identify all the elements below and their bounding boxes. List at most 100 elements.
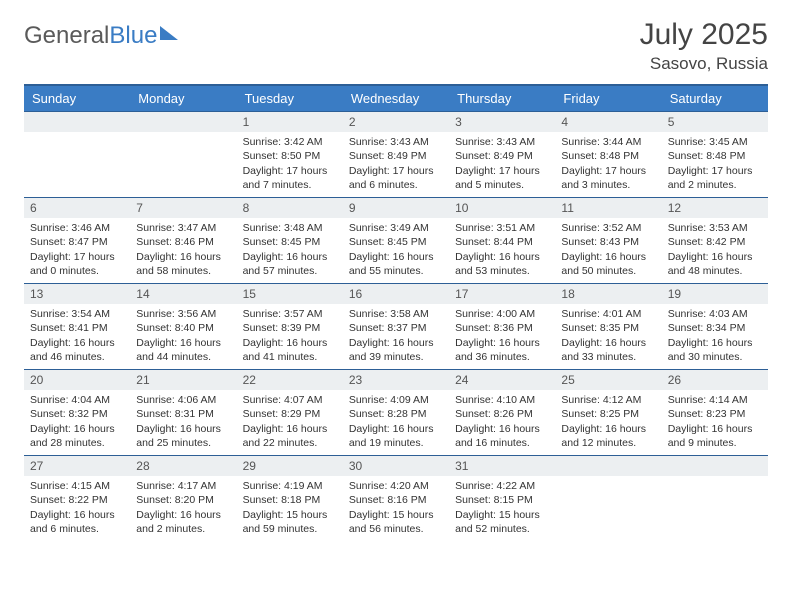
calendar-day-cell: 11Sunrise: 3:52 AMSunset: 8:43 PMDayligh… [555, 197, 661, 283]
day-number: 3 [449, 111, 555, 132]
calendar-day-cell: 9Sunrise: 3:49 AMSunset: 8:45 PMDaylight… [343, 197, 449, 283]
daylight-text: Daylight: 16 hours and 6 minutes. [30, 508, 124, 536]
day-details: Sunrise: 3:45 AMSunset: 8:48 PMDaylight:… [662, 132, 768, 196]
calendar-week-row: 1Sunrise: 3:42 AMSunset: 8:50 PMDaylight… [24, 111, 768, 197]
sunrise-text: Sunrise: 4:04 AM [30, 393, 124, 407]
day-details: Sunrise: 3:43 AMSunset: 8:49 PMDaylight:… [343, 132, 449, 196]
sunrise-text: Sunrise: 4:14 AM [668, 393, 762, 407]
calendar-day-cell [130, 111, 236, 197]
sunrise-text: Sunrise: 3:42 AM [243, 135, 337, 149]
daylight-text: Daylight: 16 hours and 55 minutes. [349, 250, 443, 278]
sunset-text: Sunset: 8:32 PM [30, 407, 124, 421]
day-details: Sunrise: 4:22 AMSunset: 8:15 PMDaylight:… [449, 476, 555, 540]
sunrise-text: Sunrise: 4:03 AM [668, 307, 762, 321]
daylight-text: Daylight: 17 hours and 3 minutes. [561, 164, 655, 192]
day-number: 9 [343, 197, 449, 218]
logo: GeneralBlue [24, 18, 178, 50]
day-number: 21 [130, 369, 236, 390]
day-details: Sunrise: 3:49 AMSunset: 8:45 PMDaylight:… [343, 218, 449, 282]
day-number: 19 [662, 283, 768, 304]
day-details: Sunrise: 4:04 AMSunset: 8:32 PMDaylight:… [24, 390, 130, 454]
sunset-text: Sunset: 8:43 PM [561, 235, 655, 249]
sunrise-text: Sunrise: 3:49 AM [349, 221, 443, 235]
sunset-text: Sunset: 8:20 PM [136, 493, 230, 507]
sunrise-text: Sunrise: 4:20 AM [349, 479, 443, 493]
day-number: 11 [555, 197, 661, 218]
calendar-day-cell [662, 455, 768, 541]
daylight-text: Daylight: 16 hours and 58 minutes. [136, 250, 230, 278]
sunrise-text: Sunrise: 4:06 AM [136, 393, 230, 407]
sunrise-text: Sunrise: 3:58 AM [349, 307, 443, 321]
day-number: 4 [555, 111, 661, 132]
sunset-text: Sunset: 8:48 PM [668, 149, 762, 163]
calendar-day-cell: 30Sunrise: 4:20 AMSunset: 8:16 PMDayligh… [343, 455, 449, 541]
calendar-day-cell: 27Sunrise: 4:15 AMSunset: 8:22 PMDayligh… [24, 455, 130, 541]
logo-sail-icon [160, 26, 178, 40]
day-details: Sunrise: 4:03 AMSunset: 8:34 PMDaylight:… [662, 304, 768, 368]
location-label: Sasovo, Russia [640, 54, 768, 74]
calendar-day-cell: 2Sunrise: 3:43 AMSunset: 8:49 PMDaylight… [343, 111, 449, 197]
calendar-day-cell: 20Sunrise: 4:04 AMSunset: 8:32 PMDayligh… [24, 369, 130, 455]
daylight-text: Daylight: 16 hours and 25 minutes. [136, 422, 230, 450]
calendar-day-cell: 26Sunrise: 4:14 AMSunset: 8:23 PMDayligh… [662, 369, 768, 455]
calendar-day-cell: 1Sunrise: 3:42 AMSunset: 8:50 PMDaylight… [237, 111, 343, 197]
day-number: 28 [130, 455, 236, 476]
daylight-text: Daylight: 16 hours and 48 minutes. [668, 250, 762, 278]
daylight-text: Daylight: 16 hours and 30 minutes. [668, 336, 762, 364]
calendar-day-cell [555, 455, 661, 541]
calendar-day-cell: 13Sunrise: 3:54 AMSunset: 8:41 PMDayligh… [24, 283, 130, 369]
day-details: Sunrise: 3:54 AMSunset: 8:41 PMDaylight:… [24, 304, 130, 368]
day-details: Sunrise: 3:51 AMSunset: 8:44 PMDaylight:… [449, 218, 555, 282]
calendar-day-cell: 22Sunrise: 4:07 AMSunset: 8:29 PMDayligh… [237, 369, 343, 455]
day-details: Sunrise: 3:53 AMSunset: 8:42 PMDaylight:… [662, 218, 768, 282]
daylight-text: Daylight: 16 hours and 39 minutes. [349, 336, 443, 364]
daylight-text: Daylight: 17 hours and 2 minutes. [668, 164, 762, 192]
day-number: 18 [555, 283, 661, 304]
day-number: 14 [130, 283, 236, 304]
daylight-text: Daylight: 15 hours and 59 minutes. [243, 508, 337, 536]
sunset-text: Sunset: 8:35 PM [561, 321, 655, 335]
sunset-text: Sunset: 8:25 PM [561, 407, 655, 421]
calendar-day-cell: 10Sunrise: 3:51 AMSunset: 8:44 PMDayligh… [449, 197, 555, 283]
daylight-text: Daylight: 15 hours and 56 minutes. [349, 508, 443, 536]
daylight-text: Daylight: 16 hours and 28 minutes. [30, 422, 124, 450]
weekday-header: Monday [130, 85, 236, 111]
day-details: Sunrise: 4:00 AMSunset: 8:36 PMDaylight:… [449, 304, 555, 368]
calendar-week-row: 20Sunrise: 4:04 AMSunset: 8:32 PMDayligh… [24, 369, 768, 455]
sunset-text: Sunset: 8:29 PM [243, 407, 337, 421]
sunset-text: Sunset: 8:45 PM [349, 235, 443, 249]
calendar-day-cell: 14Sunrise: 3:56 AMSunset: 8:40 PMDayligh… [130, 283, 236, 369]
day-number: 24 [449, 369, 555, 390]
daylight-text: Daylight: 16 hours and 33 minutes. [561, 336, 655, 364]
day-number: 16 [343, 283, 449, 304]
day-number: 30 [343, 455, 449, 476]
daylight-text: Daylight: 16 hours and 12 minutes. [561, 422, 655, 450]
day-details: Sunrise: 4:20 AMSunset: 8:16 PMDaylight:… [343, 476, 449, 540]
sunset-text: Sunset: 8:16 PM [349, 493, 443, 507]
sunset-text: Sunset: 8:46 PM [136, 235, 230, 249]
daylight-text: Daylight: 17 hours and 0 minutes. [30, 250, 124, 278]
calendar-day-cell: 21Sunrise: 4:06 AMSunset: 8:31 PMDayligh… [130, 369, 236, 455]
day-details: Sunrise: 3:43 AMSunset: 8:49 PMDaylight:… [449, 132, 555, 196]
sunset-text: Sunset: 8:26 PM [455, 407, 549, 421]
day-details: Sunrise: 4:14 AMSunset: 8:23 PMDaylight:… [662, 390, 768, 454]
daylight-text: Daylight: 17 hours and 6 minutes. [349, 164, 443, 192]
sunrise-text: Sunrise: 4:07 AM [243, 393, 337, 407]
day-number: 29 [237, 455, 343, 476]
sunset-text: Sunset: 8:39 PM [243, 321, 337, 335]
calendar-day-cell: 24Sunrise: 4:10 AMSunset: 8:26 PMDayligh… [449, 369, 555, 455]
calendar-day-cell: 15Sunrise: 3:57 AMSunset: 8:39 PMDayligh… [237, 283, 343, 369]
sunset-text: Sunset: 8:45 PM [243, 235, 337, 249]
calendar-day-cell: 6Sunrise: 3:46 AMSunset: 8:47 PMDaylight… [24, 197, 130, 283]
calendar-week-row: 13Sunrise: 3:54 AMSunset: 8:41 PMDayligh… [24, 283, 768, 369]
day-details: Sunrise: 3:47 AMSunset: 8:46 PMDaylight:… [130, 218, 236, 282]
weekday-header: Saturday [662, 85, 768, 111]
sunrise-text: Sunrise: 4:09 AM [349, 393, 443, 407]
sunset-text: Sunset: 8:31 PM [136, 407, 230, 421]
sunrise-text: Sunrise: 3:44 AM [561, 135, 655, 149]
day-number: 20 [24, 369, 130, 390]
day-details: Sunrise: 4:06 AMSunset: 8:31 PMDaylight:… [130, 390, 236, 454]
day-number: 8 [237, 197, 343, 218]
day-number: 13 [24, 283, 130, 304]
day-number: 23 [343, 369, 449, 390]
